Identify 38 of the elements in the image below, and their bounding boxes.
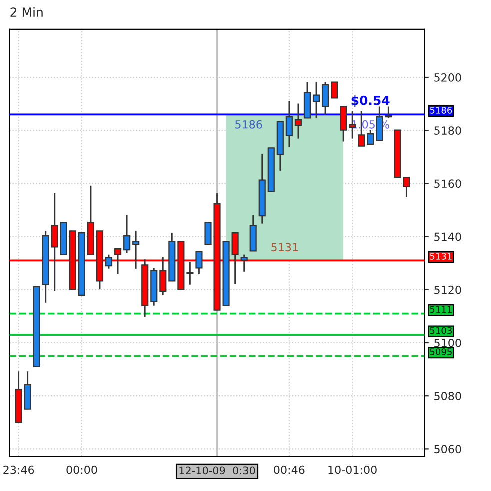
- annotation: 5131: [272, 243, 298, 252]
- ref-line-label: 12-10-09 0:30: [180, 466, 256, 475]
- y-tick-label: 5080: [434, 392, 462, 400]
- candlestick: [240, 254, 248, 273]
- candlestick: [286, 100, 293, 148]
- candlestick: [385, 106, 392, 119]
- y-tick-label: 5140: [434, 232, 462, 242]
- y-tick-label: 5100: [434, 338, 462, 348]
- x-tick-label: 00:00: [66, 466, 98, 474]
- ref-line-label: 5131: [430, 253, 452, 260]
- y-tick-label: 5180: [434, 126, 462, 135]
- y-tick-label: 5200: [434, 73, 462, 82]
- candlestick: [186, 262, 194, 286]
- x-tick-label: 23:46: [4, 466, 34, 474]
- y-tick-label: 5060: [434, 445, 462, 454]
- ref-line-label: 5186: [430, 107, 452, 114]
- candlestick: [376, 106, 384, 142]
- candlestick: [196, 251, 203, 276]
- y-tick-label: 5160: [434, 180, 462, 188]
- x-tick-label: 00:46: [274, 466, 305, 474]
- candlestick: [312, 82, 320, 119]
- candlestick: [132, 230, 140, 270]
- y-tick-label: 5120: [434, 286, 462, 294]
- x-tick-label: 10-01:00: [328, 466, 377, 474]
- chart-title: 2 Min: [10, 7, 43, 17]
- candlestick: [367, 130, 374, 146]
- annotation: 5186: [236, 120, 262, 129]
- candlestick: [322, 82, 330, 116]
- ref-line-label: 5111: [430, 306, 452, 313]
- candlestick: [124, 214, 131, 254]
- candlestick: [340, 106, 348, 142]
- ref-line-label: 5095: [430, 348, 452, 356]
- candlestick: [403, 176, 410, 198]
- annotation: $0.54: [352, 96, 390, 107]
- candlestick: [330, 82, 338, 99]
- candlestick: [294, 103, 302, 140]
- ref-line-label: 5103: [430, 327, 452, 334]
- candlestick: [106, 254, 113, 270]
